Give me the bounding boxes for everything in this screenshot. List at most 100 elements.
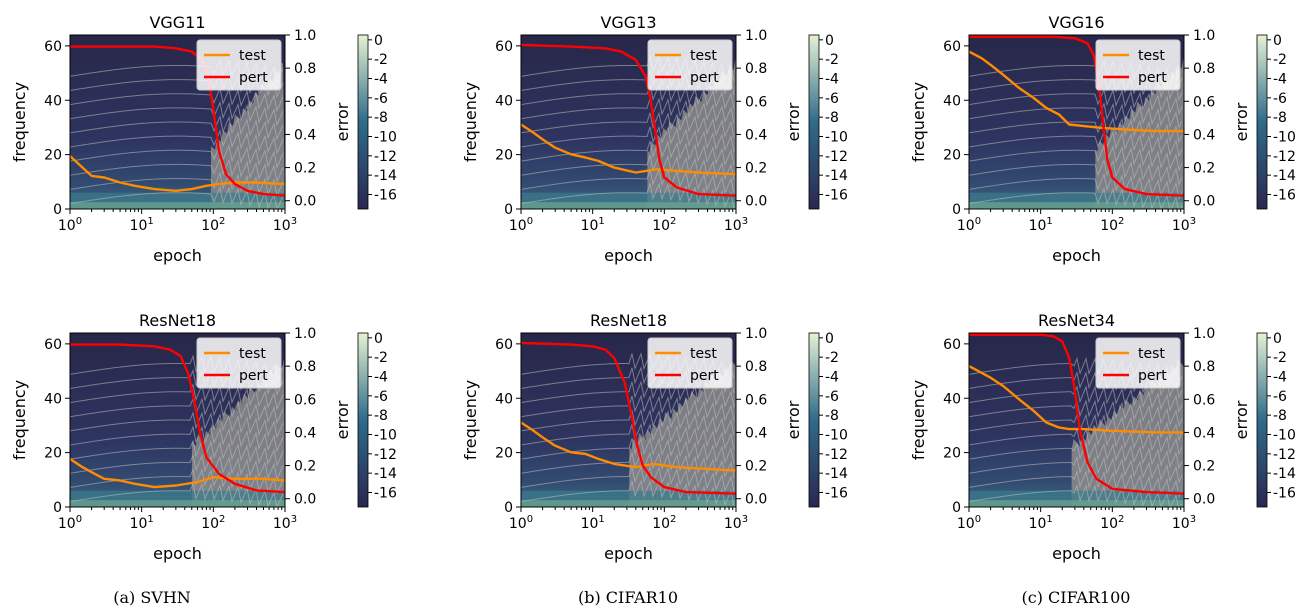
- contour-line: [521, 139, 735, 166]
- colorbar-tick-label: -2: [1273, 52, 1287, 68]
- colorbar-tick-label: -16: [825, 188, 848, 204]
- y2-tick-label: 0.0: [294, 492, 316, 508]
- colorbar-tick-label: 0: [1273, 331, 1282, 347]
- y-tick-label: 60: [943, 337, 961, 353]
- x-axis-label: epoch: [1052, 544, 1101, 563]
- colorbar-tick-label: -6: [1273, 389, 1287, 405]
- colorbar-tick-label: -2: [825, 52, 839, 68]
- colorbar-gradient: [1256, 332, 1268, 508]
- plot-frame: [69, 332, 286, 508]
- x-tick-label: 100: [58, 514, 82, 532]
- y2-axis-label: error: [1232, 102, 1251, 141]
- y2-tick-label: 0.4: [294, 425, 316, 441]
- colorbar: 0 -2 -4 -6 -8 -10 -12 -14 -16: [1256, 33, 1296, 210]
- y-tick-label: 0: [504, 500, 513, 516]
- caption-cifar100: (c) CIFAR100: [1021, 588, 1131, 607]
- colorbar-tick-label: -2: [374, 350, 388, 366]
- contour-line: [70, 453, 284, 482]
- colorbar-tick-label: -14: [374, 168, 397, 184]
- y2-tick-label: 0.6: [294, 392, 316, 408]
- x-tick-label: 103: [1172, 216, 1196, 234]
- y2-tick-label: 0.6: [294, 94, 316, 110]
- contour-line: [70, 481, 284, 507]
- colorbar-tick-label: -12: [1273, 447, 1296, 463]
- series-line-test: [969, 50, 1184, 133]
- colorbar-tick-label: -4: [825, 370, 839, 386]
- plot-frame: [968, 332, 1185, 508]
- y-tick-label: 20: [943, 446, 961, 462]
- contour-line: [521, 479, 735, 507]
- contour-line: [70, 425, 284, 453]
- x-tick-label: 102: [201, 514, 225, 532]
- contour-line: [969, 158, 1183, 186]
- plot-frame: [69, 34, 286, 210]
- x-tick-label: 101: [1029, 514, 1053, 532]
- y2-tick-label: 1.0: [745, 28, 767, 44]
- caption-cifar10: (b) CIFAR10: [577, 588, 679, 607]
- y-axis-label: frequency: [461, 82, 480, 162]
- colorbar: 0 -2 -4 -6 -8 -10 -12 -14 -16: [808, 33, 848, 210]
- y-tick-label: 20: [495, 446, 513, 462]
- colorbar-tick-label: -8: [1273, 110, 1287, 126]
- x-axis-label: epoch: [604, 544, 653, 563]
- y2-tick-label: 0.4: [294, 127, 316, 143]
- colorbar-gradient: [1256, 34, 1268, 210]
- colorbar-tick-label: 0: [825, 33, 834, 49]
- series-line-pert: [70, 45, 285, 197]
- y-axis-label: frequency: [10, 82, 29, 162]
- series-line-test: [521, 421, 736, 472]
- colorbar-tick-label: -4: [374, 370, 388, 386]
- colorbar-tick-label: -2: [374, 52, 388, 68]
- colorbar-tick-label: 0: [374, 331, 383, 347]
- contour-line: [521, 168, 735, 195]
- x-tick-label: 103: [724, 514, 748, 532]
- y2-tick-label: 0.8: [294, 61, 316, 77]
- y-tick-label: 0: [53, 202, 62, 218]
- x-axis-label: epoch: [153, 246, 202, 265]
- y2-tick-label: 0.6: [1193, 94, 1215, 110]
- y2-tick-label: 0.0: [294, 194, 316, 210]
- series-line-test: [70, 457, 285, 489]
- chart-title: VGG16: [1048, 13, 1104, 32]
- series-line-pert: [70, 343, 285, 494]
- colorbar-tick-label: -8: [374, 408, 388, 424]
- y-tick-label: 0: [504, 202, 513, 218]
- legend-label-test: test: [239, 48, 266, 64]
- y2-tick-label: 1.0: [745, 326, 767, 342]
- y-tick-label: 60: [943, 39, 961, 55]
- colorbar-tick-label: -4: [1273, 370, 1287, 386]
- y2-tick-label: 0.4: [745, 127, 767, 143]
- colorbar-tick-label: -2: [825, 350, 839, 366]
- colorbar-tick-label: -14: [1273, 466, 1296, 482]
- x-tick-label: 102: [652, 216, 676, 234]
- legend-label-pert: pert: [239, 70, 268, 86]
- x-tick-label: 102: [1100, 216, 1124, 234]
- contour-line: [969, 427, 1183, 456]
- colorbar-gradient: [357, 34, 369, 210]
- contour-line: [969, 413, 1183, 442]
- colorbar-tick-label: -12: [825, 447, 848, 463]
- y-tick-label: 0: [952, 202, 961, 218]
- x-tick-label: 102: [652, 514, 676, 532]
- colorbar-tick-label: -10: [1273, 428, 1296, 444]
- contour-line: [969, 186, 1183, 209]
- y2-axis-label: error: [333, 102, 352, 141]
- contour-line: [521, 436, 735, 464]
- colorbar: 0 -2 -4 -6 -8 -10 -12 -14 -16: [1256, 331, 1296, 508]
- caption-svhn: (a) SVHN: [113, 588, 191, 607]
- y2-tick-label: 0.0: [745, 492, 767, 508]
- y2-tick-label: 0.2: [1193, 161, 1215, 177]
- contour-line: [70, 86, 284, 113]
- legend-label-pert: pert: [1138, 368, 1167, 384]
- y-axis-label: frequency: [461, 380, 480, 460]
- colorbar-gradient: [808, 34, 820, 210]
- x-tick-label: 101: [130, 514, 154, 532]
- colorbar-tick-label: -16: [374, 486, 397, 502]
- legend-label-pert: pert: [239, 368, 268, 384]
- subplot-5: ResNet18 100 101 102 103 epoch 0 20 40 60 frequenc…: [461, 311, 848, 563]
- lowest-frequency-band: [521, 500, 736, 507]
- x-tick-label: 101: [581, 216, 605, 234]
- y2-tick-label: 0.6: [745, 94, 767, 110]
- y-tick-label: 20: [44, 446, 62, 462]
- contour-line: [70, 171, 284, 198]
